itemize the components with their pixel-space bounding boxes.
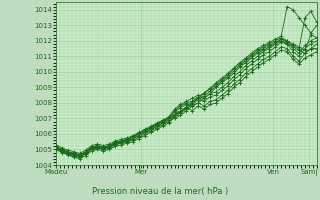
Text: Pression niveau de la mer( hPa ): Pression niveau de la mer( hPa ) — [92, 187, 228, 196]
